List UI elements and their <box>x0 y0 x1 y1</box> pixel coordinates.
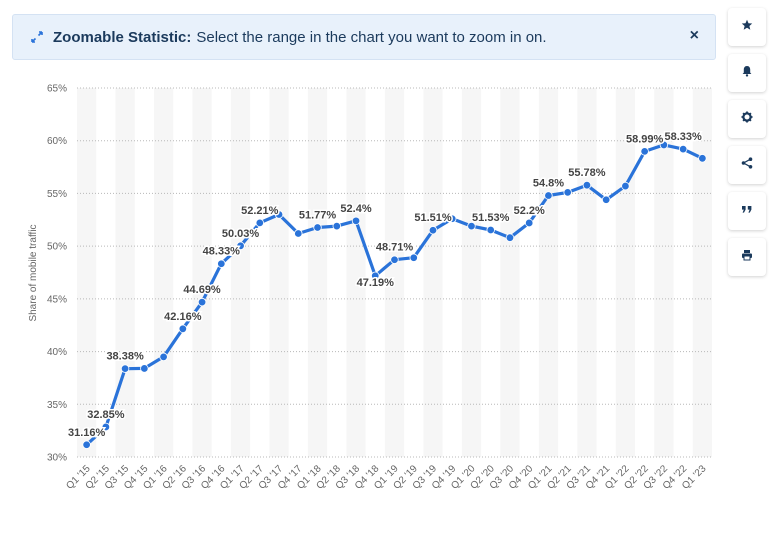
category-band <box>230 88 251 457</box>
favorite-button[interactable] <box>728 8 766 46</box>
data-point[interactable] <box>659 140 669 150</box>
data-point[interactable] <box>351 216 361 226</box>
settings-button[interactable] <box>728 100 766 138</box>
data-point[interactable] <box>294 229 303 238</box>
data-point[interactable] <box>467 221 476 231</box>
data-point[interactable] <box>505 233 515 242</box>
data-label: 52.21% <box>241 205 279 217</box>
category-band <box>153 88 174 457</box>
y-tick-label: 55% <box>47 189 67 200</box>
data-point[interactable] <box>582 181 592 190</box>
notification-button[interactable] <box>728 54 766 92</box>
cite-button[interactable] <box>728 192 766 230</box>
banner-title: Zoomable Statistic: <box>53 28 192 46</box>
share-icon <box>741 156 753 174</box>
data-point[interactable] <box>409 253 418 262</box>
data-label: 52.2% <box>514 205 545 217</box>
data-label: 47.19% <box>357 277 395 289</box>
data-point[interactable] <box>698 154 707 163</box>
category-band <box>192 88 212 457</box>
close-icon[interactable]: × <box>689 27 699 44</box>
data-label: 31.16% <box>68 427 106 439</box>
category-band <box>346 88 366 457</box>
data-label: 51.77% <box>299 209 337 221</box>
data-label: 51.51% <box>414 212 452 224</box>
data-label: 48.33% <box>203 246 241 258</box>
data-label: 58.99% <box>626 133 664 145</box>
data-point[interactable] <box>236 241 245 251</box>
category-band <box>77 88 97 457</box>
data-label: 58.33% <box>664 131 702 143</box>
category-band <box>654 88 674 457</box>
data-point[interactable] <box>120 364 130 373</box>
data-label: 38.38% <box>106 351 144 363</box>
data-point[interactable] <box>428 226 438 235</box>
category-band <box>461 88 482 457</box>
data-label: 51.53% <box>472 212 510 224</box>
category-band <box>115 88 135 457</box>
star-icon <box>741 18 753 36</box>
data-point[interactable] <box>524 218 534 228</box>
print-button[interactable] <box>728 238 766 276</box>
data-label: 52.4% <box>340 203 371 215</box>
data-point[interactable] <box>332 221 341 231</box>
banner-text: Select the range in the chart you want t… <box>196 28 547 46</box>
data-point[interactable] <box>274 210 284 219</box>
data-point[interactable] <box>390 255 399 264</box>
y-tick-label: 50% <box>47 242 67 253</box>
category-band <box>500 88 520 457</box>
quote-icon <box>741 202 753 220</box>
y-tick-label: 60% <box>47 136 67 147</box>
data-point[interactable] <box>640 147 649 156</box>
category-band <box>269 88 289 457</box>
data-point[interactable] <box>621 181 630 191</box>
data-label: 48.71% <box>376 242 414 254</box>
data-label: 44.69% <box>183 284 221 296</box>
data-point[interactable] <box>197 297 207 307</box>
data-point[interactable] <box>101 422 111 432</box>
y-tick-label: 30% <box>47 453 67 464</box>
data-point[interactable] <box>544 191 553 200</box>
data-point[interactable] <box>159 352 168 362</box>
data-point[interactable] <box>255 218 265 228</box>
printer-icon <box>741 248 753 266</box>
expand-arrows-icon <box>31 30 45 44</box>
data-point[interactable] <box>678 144 688 154</box>
y-tick-label: 45% <box>47 294 67 305</box>
data-point[interactable] <box>371 271 380 280</box>
category-band <box>307 88 328 457</box>
data-point[interactable] <box>448 214 457 223</box>
data-point[interactable] <box>178 324 188 333</box>
y-tick-label: 35% <box>47 400 67 411</box>
zoom-banner: Zoomable Statistic: Select the range in … <box>12 14 716 60</box>
y-tick-label: 65% <box>47 84 67 95</box>
data-label: 54.8% <box>533 178 564 190</box>
data-point[interactable] <box>140 364 149 373</box>
y-tick-label: 40% <box>47 347 67 358</box>
bell-icon <box>741 64 753 82</box>
category-band <box>577 88 597 457</box>
data-label: 50.03% <box>222 228 260 240</box>
y-axis-label: Share of mobile traffic <box>28 224 39 321</box>
data-point[interactable] <box>217 259 226 268</box>
data-point[interactable] <box>601 195 611 204</box>
data-point[interactable] <box>563 188 572 197</box>
data-label: 32.85% <box>87 409 125 421</box>
data-label: 42.16% <box>164 311 202 323</box>
share-button[interactable] <box>728 146 766 184</box>
data-point[interactable] <box>82 440 91 449</box>
gear-icon <box>741 110 753 128</box>
data-point[interactable] <box>486 225 495 235</box>
category-band <box>538 88 559 457</box>
data-point[interactable] <box>313 223 322 232</box>
category-band <box>423 88 443 457</box>
data-label: 55.78% <box>568 167 606 179</box>
category-band <box>692 88 712 457</box>
category-band <box>384 88 405 457</box>
